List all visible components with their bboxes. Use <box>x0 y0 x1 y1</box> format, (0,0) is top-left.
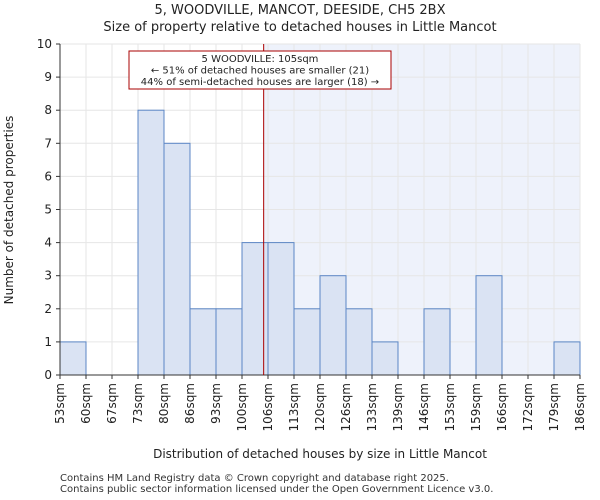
x-tick-label: 106sqm <box>261 383 275 431</box>
x-tick-label: 73sqm <box>131 383 145 424</box>
x-tick-label: 179sqm <box>547 383 561 431</box>
x-tick-label: 86sqm <box>183 383 197 424</box>
x-tick-label: 172sqm <box>521 383 535 431</box>
x-tick-label: 60sqm <box>79 383 93 424</box>
annotation-box <box>128 50 392 90</box>
x-tick-label: 113sqm <box>287 383 301 431</box>
annotation-text-line: 5 WOODVILLE: 105sqm <box>202 54 319 65</box>
x-tick-label: 146sqm <box>417 383 431 431</box>
histogram-bar <box>215 308 243 376</box>
histogram-bar <box>371 341 399 376</box>
x-tick-label: 159sqm <box>469 383 483 431</box>
annotation-text-line: 44% of semi-detached houses are larger (… <box>141 77 379 88</box>
chart-subtitle: Size of property relative to detached ho… <box>103 20 497 35</box>
histogram-bar <box>189 308 217 376</box>
y-axis-title: Number of detached properties <box>2 116 16 305</box>
histogram-bar <box>345 308 373 376</box>
y-tick-label: 2 <box>44 302 52 316</box>
x-tick-label: 139sqm <box>391 383 405 431</box>
x-tick-label: 126sqm <box>339 383 353 431</box>
histogram-bar <box>137 109 165 376</box>
x-tick-label: 133sqm <box>365 383 379 431</box>
histogram-bar <box>319 275 347 376</box>
y-tick-label: 6 <box>44 169 52 183</box>
x-axis-title: Distribution of detached houses by size … <box>153 447 487 461</box>
x-tick-label: 153sqm <box>443 383 457 431</box>
histogram-bar <box>475 275 503 376</box>
x-tick-label: 53sqm <box>53 383 67 424</box>
y-tick-label: 0 <box>44 368 52 382</box>
x-tick-label: 100sqm <box>235 383 249 431</box>
y-tick-label: 5 <box>44 203 52 217</box>
x-tick-label: 67sqm <box>105 383 119 424</box>
y-tick-label: 10 <box>37 37 52 51</box>
footer-line-2: Contains public sector information licen… <box>60 484 494 495</box>
annotation-text-line: ← 51% of detached houses are smaller (21… <box>151 66 369 77</box>
y-tick-label: 8 <box>44 103 52 117</box>
histogram-bar <box>553 341 581 376</box>
y-tick-label: 3 <box>44 269 52 283</box>
footer-line-1: Contains HM Land Registry data © Crown c… <box>60 473 449 484</box>
chart-title: 5, WOODVILLE, MANCOT, DEESIDE, CH5 2BX <box>154 3 446 18</box>
x-tick-label: 186sqm <box>573 383 587 431</box>
x-tick-label: 80sqm <box>157 383 171 424</box>
x-tick-label: 166sqm <box>495 383 509 431</box>
histogram-bar <box>293 308 321 376</box>
histogram-bar <box>163 142 191 376</box>
x-tick-label: 93sqm <box>209 383 223 424</box>
y-tick-label: 1 <box>44 335 52 349</box>
histogram-chart: 0 1 2 3 4 5 6 7 8 9 10 53sqm 60sqm 67sqm 73sqm 80sqm 86… <box>2 37 587 461</box>
histogram-bar <box>59 341 87 376</box>
y-tick-label: 9 <box>44 70 52 84</box>
histogram-bar <box>267 242 295 376</box>
y-tick-label: 4 <box>44 236 52 250</box>
histogram-bar <box>423 308 451 376</box>
y-tick-label: 7 <box>44 136 52 150</box>
x-tick-label: 120sqm <box>313 383 327 431</box>
